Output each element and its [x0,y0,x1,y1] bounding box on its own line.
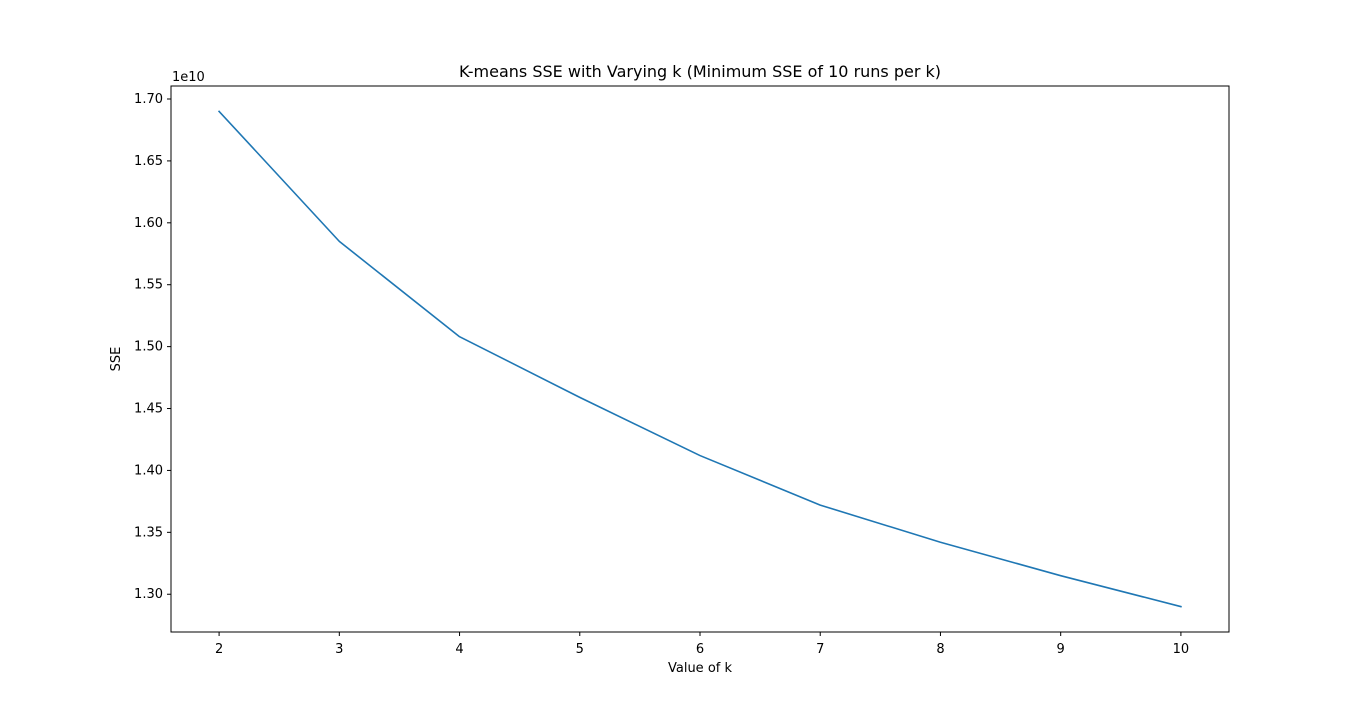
x-tick-label: 3 [335,642,343,657]
y-tick-label: 1.35 [134,525,163,540]
y-axis: 1.30 1.35 1.40 1.45 1.50 1.55 1.60 1.65 1.70 [134,92,171,602]
x-axis: 2 3 4 5 6 7 8 9 10 [215,632,1189,657]
y-tick-label: 1.60 [134,216,163,231]
x-tick-label: 9 [1057,642,1065,657]
y-tick-label: 1.30 [134,587,163,602]
y-tick-label: 1.55 [134,278,163,293]
x-axis-label: Value of k [668,661,732,676]
y-tick-label: 1.50 [134,340,163,355]
y-axis-label: SSE [109,347,124,372]
plot-frame [170,85,1230,633]
x-tick-label: 2 [215,642,223,657]
x-tick-label: 7 [816,642,824,657]
x-tick-label: 4 [455,642,463,657]
series-layer [217,110,1182,608]
sse-series-line [217,110,1182,608]
x-tick-label: 10 [1173,642,1190,657]
y-tick-label: 1.70 [134,92,163,107]
plot-area [170,85,1230,633]
y-tick-label: 1.45 [134,402,163,417]
x-tick-label: 6 [696,642,704,657]
y-axis-offset-label: 1e10 [172,70,205,85]
chart-title: K-means SSE with Varying k (Minimum SSE … [459,62,941,81]
x-tick-label: 8 [936,642,944,657]
y-tick-label: 1.65 [134,154,163,169]
y-tick-label: 1.40 [134,463,163,478]
x-tick-label: 5 [576,642,584,657]
